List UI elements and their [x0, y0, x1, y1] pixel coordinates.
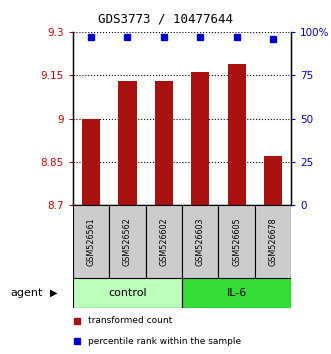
Bar — [182, 278, 291, 308]
Bar — [109, 205, 146, 278]
Bar — [191, 72, 210, 205]
Text: agent: agent — [10, 288, 42, 298]
Bar — [182, 205, 218, 278]
Text: GSM526678: GSM526678 — [268, 217, 278, 266]
Text: GSM526605: GSM526605 — [232, 217, 241, 266]
Text: GSM526603: GSM526603 — [196, 217, 205, 266]
Text: GDS3773 / 10477644: GDS3773 / 10477644 — [98, 12, 233, 25]
Text: GSM526562: GSM526562 — [123, 217, 132, 266]
Text: IL-6: IL-6 — [226, 288, 247, 298]
Text: percentile rank within the sample: percentile rank within the sample — [88, 337, 241, 346]
Bar — [73, 205, 109, 278]
Bar — [264, 156, 282, 205]
Text: control: control — [108, 288, 147, 298]
Text: transformed count: transformed count — [88, 316, 172, 325]
Bar — [228, 64, 246, 205]
Bar — [218, 205, 255, 278]
Bar — [255, 205, 291, 278]
Text: ▶: ▶ — [50, 288, 58, 298]
Text: GSM526602: GSM526602 — [159, 217, 168, 266]
Text: GSM526561: GSM526561 — [86, 217, 96, 266]
Bar — [155, 81, 173, 205]
Bar — [82, 119, 100, 205]
Bar — [146, 205, 182, 278]
Bar — [73, 278, 182, 308]
Bar — [118, 81, 137, 205]
